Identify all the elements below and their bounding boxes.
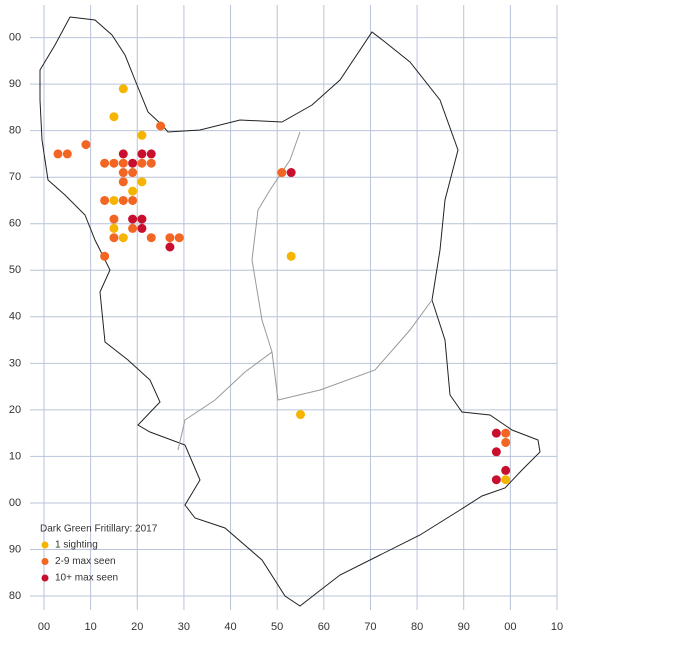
record-dot [137, 214, 147, 224]
y-tick-label: 00 [9, 497, 21, 509]
record-dot [128, 168, 138, 178]
record-dot [109, 214, 119, 224]
record-dot [137, 158, 147, 168]
district-boundary [271, 299, 433, 401]
y-tick-label: 90 [9, 543, 21, 555]
record-dot [501, 475, 511, 485]
record-dot [118, 195, 128, 205]
legend-swatch [41, 541, 49, 549]
record-dot [491, 428, 501, 438]
record-dot [118, 84, 128, 94]
record-dot [118, 233, 128, 243]
record-dot [109, 112, 119, 122]
record-dot [118, 168, 128, 178]
record-dot [128, 195, 138, 205]
record-dot [81, 140, 91, 150]
record-dot [501, 428, 511, 438]
y-tick-label: 50 [9, 264, 21, 276]
record-dot [146, 149, 156, 159]
y-tick-label: 30 [9, 357, 21, 369]
record-dot [156, 121, 166, 131]
record-dot [277, 168, 287, 178]
record-dot [118, 177, 128, 187]
x-tick-label: 30 [178, 621, 190, 633]
record-dot [146, 158, 156, 168]
x-tick-label: 70 [364, 621, 376, 633]
record-dot [53, 149, 63, 159]
x-tick-label: 20 [131, 621, 143, 633]
record-dot [491, 475, 501, 485]
record-dot [286, 168, 296, 178]
legend-label: 10+ max seen [55, 573, 118, 584]
y-tick-label: 00 [9, 31, 21, 43]
y-tick-label: 80 [9, 125, 21, 137]
x-tick-label: 50 [271, 621, 283, 633]
record-dot [118, 158, 128, 168]
record-dot [165, 242, 175, 252]
record-dot [100, 195, 110, 205]
y-tick-label: 80 [9, 590, 21, 602]
y-tick-label: 10 [9, 450, 21, 462]
points [53, 84, 511, 485]
record-dot [295, 410, 305, 420]
record-dot [165, 233, 175, 243]
legend: Dark Green Fritillary: 2017 1 sighting 2-… [40, 524, 158, 584]
legend-label: 1 sighting [55, 540, 98, 551]
record-dot [109, 233, 119, 243]
record-dot [100, 158, 110, 168]
record-dot [100, 251, 110, 261]
y-tick-label: 90 [9, 78, 21, 90]
record-dot [62, 149, 72, 159]
record-dot [146, 233, 156, 243]
x-tick-label: 60 [318, 621, 330, 633]
record-dot [128, 223, 138, 233]
y-tick-label: 40 [9, 311, 21, 323]
record-dot [501, 437, 511, 447]
record-dot [109, 223, 119, 233]
x-tick-label: 80 [411, 621, 423, 633]
record-dot [109, 195, 119, 205]
record-dot [501, 465, 511, 475]
legend-swatch [41, 574, 49, 582]
record-dot [118, 149, 128, 159]
y-tick-label: 60 [9, 218, 21, 230]
county-boundary [39, 16, 541, 607]
record-dot [137, 177, 147, 187]
record-dot [491, 447, 501, 457]
x-tick-label: 40 [224, 621, 236, 633]
record-dot [128, 158, 138, 168]
legend-swatch [41, 558, 49, 565]
record-dot [286, 251, 296, 261]
x-tick-label: 10 [551, 621, 563, 633]
x-tick-label: 00 [504, 621, 516, 633]
grid [30, 5, 558, 610]
y-tick-label: 70 [9, 171, 21, 183]
legend-label: 2-9 max seen [55, 556, 116, 567]
record-dot [137, 149, 147, 159]
y-tick-label: 20 [9, 404, 21, 416]
record-dot [128, 214, 138, 224]
x-tick-label: 00 [38, 621, 50, 633]
x-tick-label: 10 [85, 621, 97, 633]
x-tick-label: 90 [458, 621, 470, 633]
district-boundary [177, 131, 301, 451]
record-dot [137, 223, 147, 233]
record-dot [137, 130, 147, 140]
record-dot [174, 233, 184, 243]
record-dot [109, 158, 119, 168]
record-dot [128, 186, 138, 196]
legend-title: Dark Green Fritillary: 2017 [40, 524, 158, 535]
